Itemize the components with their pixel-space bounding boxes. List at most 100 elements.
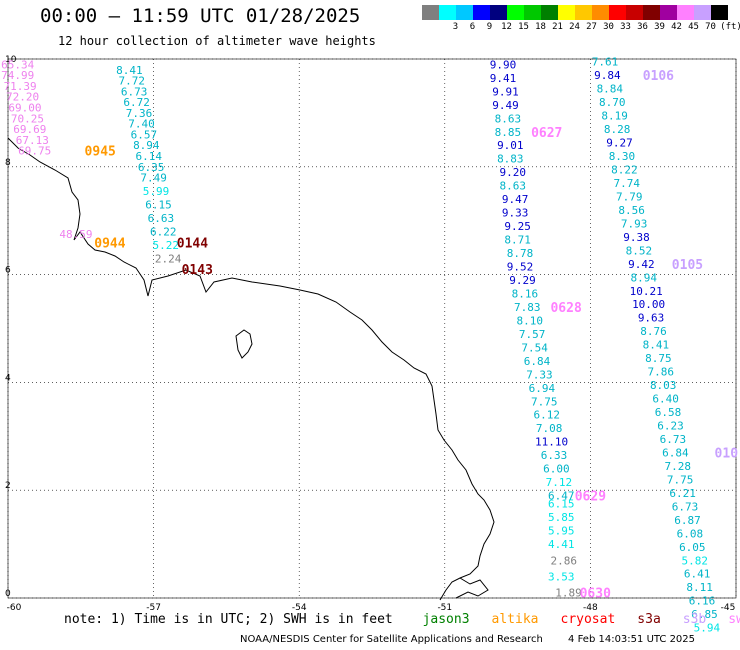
- estuary: [455, 577, 489, 599]
- wave-height-value: 8.16: [512, 287, 539, 300]
- wave-height-value: 3.53: [548, 570, 575, 583]
- legend-swatch: [439, 5, 456, 20]
- legend-label: 30: [603, 22, 614, 32]
- wave-height-value: 7.61: [592, 56, 619, 69]
- legend-swatch: [490, 5, 507, 20]
- wave-height-value: 8.56: [618, 204, 645, 217]
- legend-label: 45: [688, 22, 699, 32]
- wave-height-value: 9.47: [502, 193, 529, 206]
- lon-tick-label: -45: [721, 603, 736, 613]
- wave-height-value: 6.41: [684, 568, 711, 581]
- pass-time-label: 0630: [580, 587, 611, 602]
- wave-height-value: 8.84: [597, 83, 624, 96]
- wave-height-value: 6.87: [674, 514, 701, 527]
- wave-height-value: 6.84: [524, 355, 551, 368]
- wave-height-value: 8.41: [116, 64, 143, 77]
- wave-height-value: 6.73: [672, 500, 699, 513]
- wave-height-value: 11.10: [535, 436, 568, 449]
- satellite-list: jason3 altika cryosat s3a s3b swot: [401, 612, 740, 627]
- wave-height-value: 74.99: [1, 69, 34, 82]
- wave-height-value: 9.84: [594, 69, 621, 82]
- island: [235, 329, 253, 359]
- legend-label: 33: [620, 22, 631, 32]
- pass-time-label: 0628: [550, 301, 581, 316]
- wave-height-value: 7.36: [126, 107, 153, 120]
- legend-swatch: [660, 5, 677, 20]
- wave-height-value: 9.42: [628, 258, 655, 271]
- pass-time-label: 0944: [94, 236, 125, 251]
- wave-height-value: 7.72: [119, 75, 146, 88]
- legend-unit: (ft): [720, 22, 740, 32]
- wave-height-value: 6.35: [138, 161, 165, 174]
- lon-tick-label: -57: [146, 603, 161, 613]
- legend-label: 18: [535, 22, 546, 32]
- note-text: note: 1) Time is in UTC; 2) SWH is in fe…: [64, 612, 393, 627]
- satellite-name: altika: [491, 612, 539, 627]
- pass-time-label: 0629: [575, 490, 606, 505]
- wave-height-value: 6.15: [548, 498, 575, 511]
- wave-height-value: 6.33: [541, 449, 568, 462]
- coastline-path: [7, 137, 495, 601]
- wave-height-value: 8.19: [601, 110, 628, 123]
- wave-height-value: 65.34: [1, 58, 34, 71]
- wave-height-value: 7.93: [621, 217, 648, 230]
- wave-height-value: 7.83: [514, 301, 541, 314]
- footer-timestamp: 4 Feb 14:03:51 UTC 2025: [568, 634, 696, 645]
- wave-height-value: 70.25: [11, 112, 44, 125]
- track-values: 65.3474.9971.3972.2069.0070.2569.6967.13…: [1, 56, 738, 635]
- legend-swatch: [626, 5, 643, 20]
- wave-height-value: 9.29: [509, 274, 536, 287]
- legend-swatch: [524, 5, 541, 20]
- wave-height-value: 8.10: [516, 314, 543, 327]
- wave-height-value: 6.08: [677, 527, 704, 540]
- legend-swatch: [473, 5, 490, 20]
- legend-label: 6: [469, 22, 476, 32]
- wave-height-value: 7.75: [531, 395, 558, 408]
- legend-swatch: [677, 5, 694, 20]
- wave-height-value: 8.03: [650, 379, 677, 392]
- wave-height-value: 6.57: [131, 128, 158, 141]
- wave-height-value: 6.73: [121, 85, 148, 98]
- wave-height-value: 9.91: [492, 85, 519, 98]
- wave-height-value: 8.71: [504, 234, 531, 247]
- lat-tick-label: 0: [5, 589, 11, 599]
- legend-swatch: [558, 5, 575, 20]
- wave-height-value: 7.54: [521, 341, 548, 354]
- wave-height-value: 5.22: [152, 239, 179, 252]
- wave-height-value: 72.20: [6, 91, 39, 104]
- legend-swatch: [456, 5, 473, 20]
- pass-time-label: 0144: [177, 236, 208, 251]
- lon-tick-label: -60: [7, 603, 22, 613]
- wave-height-value: 5.94: [694, 622, 721, 635]
- lat-tick-label: 2: [5, 481, 11, 491]
- lon-tick-label: -51: [437, 603, 452, 613]
- wave-height-value: 2.86: [550, 554, 577, 567]
- wave-height-value: 67.13: [16, 134, 49, 147]
- wave-height-value: 8.22: [611, 163, 638, 176]
- wave-height-value: 6.84: [662, 446, 689, 459]
- wave-height-value: 7.33: [526, 368, 553, 381]
- wave-height-value: 6.21: [669, 487, 696, 500]
- wave-height-value: 7.86: [648, 366, 675, 379]
- wave-height-value: 4.41: [548, 538, 575, 551]
- legend-swatch: [711, 5, 728, 20]
- legend-label: 3: [452, 22, 459, 32]
- wave-height-value: 6.73: [660, 433, 687, 446]
- satellite-name: cryosat: [560, 612, 616, 627]
- wave-height-value: 8.63: [499, 180, 526, 193]
- wave-height-value: 6.05: [679, 541, 706, 554]
- map-frame: [7, 58, 737, 599]
- wave-height-value: 8.78: [507, 247, 534, 260]
- wave-height-value: 8.52: [626, 244, 653, 257]
- lat-tick-label: 8: [5, 158, 11, 168]
- legend-label: 70: [705, 22, 716, 32]
- satellite-name: jason3: [422, 612, 470, 627]
- lon-tick-label: -48: [583, 603, 598, 613]
- legend-swatch: [592, 5, 609, 20]
- pass-time-label: 0106: [643, 69, 674, 84]
- wave-height-value: 7.74: [614, 177, 641, 190]
- wave-height-value: 69.00: [8, 102, 41, 115]
- wave-height-value: 9.90: [490, 58, 517, 71]
- legend-label: 12: [501, 22, 512, 32]
